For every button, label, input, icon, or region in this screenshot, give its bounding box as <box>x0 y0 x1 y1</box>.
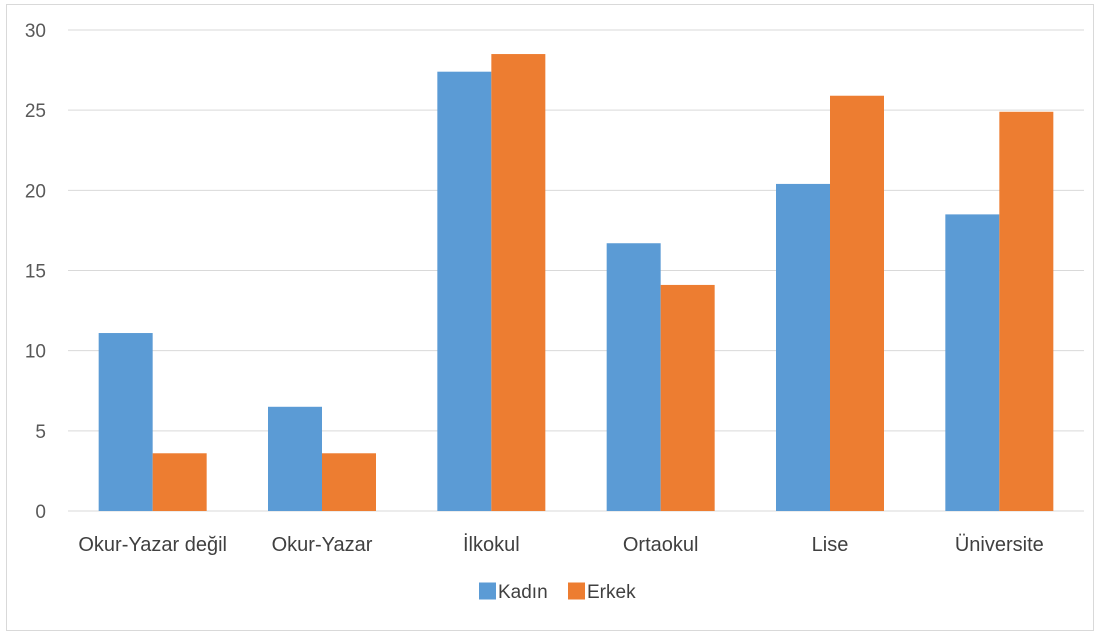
bars <box>98 54 1054 512</box>
y-axis-tick-labels: 0 5 10 15 20 25 30 <box>25 21 46 523</box>
y-tick-label: 5 <box>35 422 46 443</box>
x-category-label: Okur-Yazar değil <box>78 534 227 556</box>
bar-erkek-4 <box>830 95 884 511</box>
bar-kadın-3 <box>606 243 661 511</box>
y-tick-label: 20 <box>25 181 46 202</box>
bar-erkek-3 <box>660 284 715 511</box>
bar-erkek-0 <box>152 453 207 511</box>
x-category-label: Lise <box>812 534 849 556</box>
y-tick-label: 15 <box>25 262 46 283</box>
legend-swatch-erkek <box>568 582 585 600</box>
x-category-label: Okur-Yazar <box>272 534 373 556</box>
y-tick-label: 30 <box>25 21 46 42</box>
legend-label-erkek: Erkek <box>587 582 636 603</box>
x-category-label: İlkokul <box>463 533 520 556</box>
bar-kadın-0 <box>98 333 153 511</box>
legend-swatch-kadın <box>479 582 496 600</box>
gridlines <box>68 29 1084 512</box>
bar-kadın-4 <box>776 183 830 512</box>
bar-erkek-5 <box>999 111 1054 512</box>
x-category-label: Üniversite <box>955 534 1044 556</box>
chart-frame <box>6 4 1094 631</box>
bar-erkek-2 <box>491 54 546 512</box>
bar-kadın-2 <box>437 71 492 511</box>
legend-label-kadın: Kadın <box>498 582 548 603</box>
bar-kadın-1 <box>268 406 322 511</box>
bar-kadın-5 <box>945 214 1000 511</box>
x-category-label: Ortaokul <box>623 534 699 556</box>
y-tick-label: 10 <box>25 342 46 363</box>
y-tick-label: 0 <box>35 502 46 523</box>
bar-erkek-1 <box>322 453 376 511</box>
x-axis-category-labels: Okur-Yazar değil Okur-Yazar İlkokul Ortaoku… <box>78 533 1043 556</box>
y-tick-label: 25 <box>25 101 46 122</box>
legend: Kadın Erkek <box>479 582 636 603</box>
